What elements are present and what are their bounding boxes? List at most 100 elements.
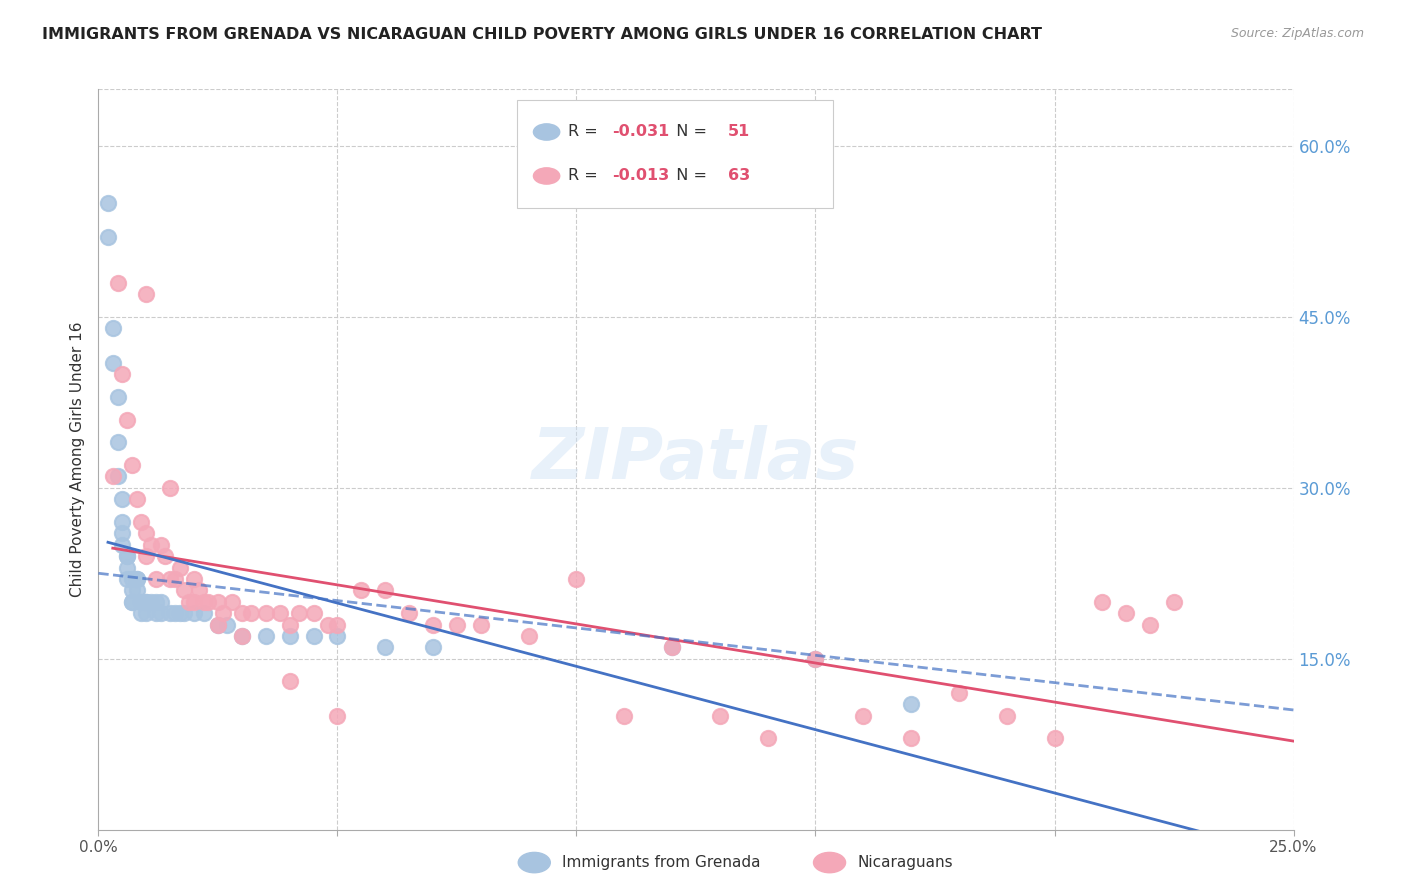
Point <box>804 651 827 665</box>
Point <box>121 572 143 586</box>
Point <box>231 606 253 620</box>
Point <box>207 617 229 632</box>
Point <box>254 629 277 643</box>
Point <box>995 708 1018 723</box>
Point <box>159 606 181 620</box>
Point <box>131 595 153 609</box>
Point <box>145 595 167 609</box>
Point <box>111 515 134 529</box>
Point <box>107 390 129 404</box>
Text: 51: 51 <box>728 125 751 139</box>
Point <box>163 572 186 586</box>
Point <box>107 435 129 450</box>
Point <box>269 606 291 620</box>
Text: -0.031: -0.031 <box>613 125 669 139</box>
Point <box>145 572 167 586</box>
Point <box>115 572 138 586</box>
Point <box>149 538 172 552</box>
Point <box>107 469 129 483</box>
Point <box>169 606 191 620</box>
Point <box>278 674 301 689</box>
Text: ZIPatlas: ZIPatlas <box>533 425 859 494</box>
Point <box>187 583 209 598</box>
Point <box>374 583 396 598</box>
Point <box>111 492 134 507</box>
Point <box>517 629 540 643</box>
Point <box>254 606 277 620</box>
Point <box>121 595 143 609</box>
Point <box>193 606 215 620</box>
Point <box>661 640 683 655</box>
Point <box>107 276 129 290</box>
Point <box>163 606 186 620</box>
Point <box>139 595 162 609</box>
Point <box>101 321 124 335</box>
Point <box>1139 617 1161 632</box>
Point <box>115 549 138 564</box>
Point <box>97 196 120 211</box>
Point <box>131 606 153 620</box>
Point <box>240 606 263 620</box>
Point <box>101 355 124 369</box>
Point <box>470 617 492 632</box>
Point <box>125 492 148 507</box>
Point <box>374 640 396 655</box>
Point <box>135 606 157 620</box>
Point <box>207 617 229 632</box>
Point <box>135 549 157 564</box>
Point <box>159 572 181 586</box>
Point <box>302 629 325 643</box>
Point <box>139 538 162 552</box>
Circle shape <box>533 124 560 140</box>
Text: Nicaraguans: Nicaraguans <box>858 855 953 870</box>
Text: R =: R = <box>568 125 603 139</box>
Point <box>121 595 143 609</box>
Point <box>326 708 349 723</box>
Point <box>398 606 420 620</box>
Point <box>135 526 157 541</box>
Point <box>565 572 588 586</box>
Text: Source: ZipAtlas.com: Source: ZipAtlas.com <box>1230 27 1364 40</box>
Point <box>231 629 253 643</box>
Point <box>804 651 827 665</box>
Point <box>756 731 779 746</box>
Point <box>278 617 301 632</box>
Text: N =: N = <box>666 169 713 184</box>
Point <box>422 617 444 632</box>
Point <box>111 367 134 381</box>
Point <box>350 583 373 598</box>
Point <box>1115 606 1137 620</box>
Point <box>125 572 148 586</box>
Point <box>101 469 124 483</box>
Point <box>709 708 731 723</box>
Point <box>121 583 143 598</box>
Text: IMMIGRANTS FROM GRENADA VS NICARAGUAN CHILD POVERTY AMONG GIRLS UNDER 16 CORRELA: IMMIGRANTS FROM GRENADA VS NICARAGUAN CH… <box>42 27 1042 42</box>
Point <box>125 572 148 586</box>
Point <box>1163 595 1185 609</box>
Point <box>948 686 970 700</box>
Point <box>115 549 138 564</box>
Point <box>131 595 153 609</box>
Point <box>288 606 311 620</box>
Y-axis label: Child Poverty Among Girls Under 16: Child Poverty Among Girls Under 16 <box>69 322 84 597</box>
FancyBboxPatch shape <box>517 100 834 208</box>
Point <box>149 606 172 620</box>
Point <box>278 629 301 643</box>
Text: N =: N = <box>666 125 713 139</box>
Point <box>135 287 157 301</box>
Text: -0.013: -0.013 <box>613 169 669 184</box>
Point <box>326 617 349 632</box>
Point <box>197 595 219 609</box>
Point <box>97 230 120 244</box>
Point <box>149 595 172 609</box>
Point <box>316 617 339 632</box>
Point <box>121 458 143 472</box>
Text: 63: 63 <box>728 169 751 184</box>
Point <box>661 640 683 655</box>
Point <box>115 412 138 426</box>
Point <box>145 606 167 620</box>
Point <box>326 629 349 643</box>
Text: R =: R = <box>568 169 603 184</box>
Point <box>183 606 205 620</box>
Point <box>1091 595 1114 609</box>
